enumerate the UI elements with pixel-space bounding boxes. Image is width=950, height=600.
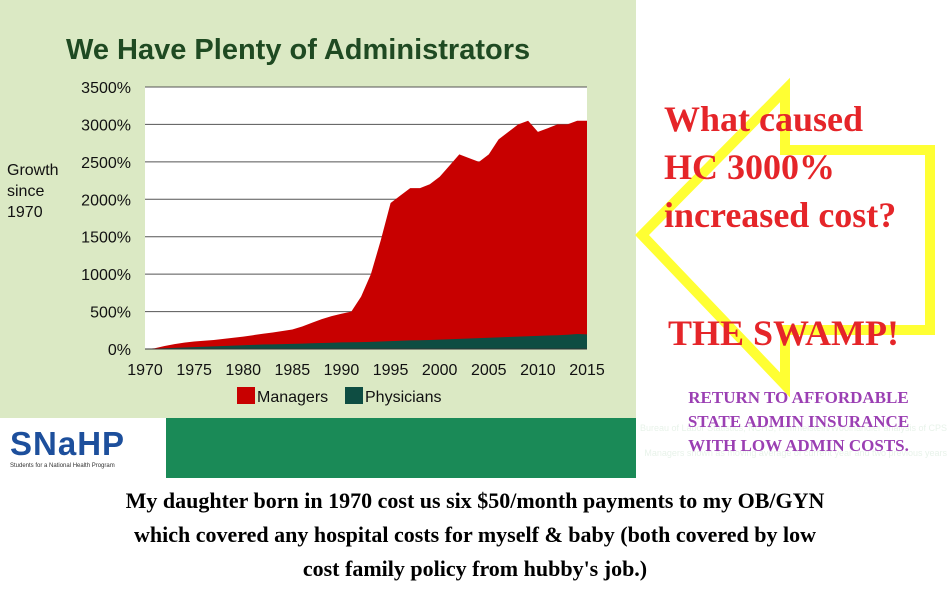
x-tick-label: 1970 <box>127 362 163 379</box>
x-tick-label: 1990 <box>324 362 360 379</box>
y-tick-label: 1000% <box>81 267 131 284</box>
physicians-area <box>145 334 587 349</box>
arrow-outline <box>635 77 935 398</box>
legend-managers-label: Managers <box>257 389 328 406</box>
x-tick-label: 2010 <box>520 362 556 379</box>
legend-physicians-swatch <box>345 387 363 404</box>
managers-area <box>145 120 587 349</box>
x-tick-label: 1995 <box>373 362 409 379</box>
x-tick-labels: 1970 1975 1980 1985 1990 1995 2000 2005 2010 2015 <box>127 362 605 379</box>
logo-box <box>0 418 166 478</box>
legend-managers-swatch <box>237 387 255 404</box>
y-tick-label: 0% <box>108 342 131 359</box>
x-tick-label: 1980 <box>225 362 261 379</box>
x-tick-label: 2005 <box>471 362 507 379</box>
story-text: My daughter born in 1970 cost us six $50… <box>125 488 825 581</box>
y-tick-label: 2000% <box>81 192 131 209</box>
snahp-logo: SNaHP <box>10 425 126 462</box>
y-tick-label: 1500% <box>81 230 131 247</box>
x-tick-label: 1975 <box>176 362 212 379</box>
x-tick-label: 2015 <box>569 362 605 379</box>
y-tick-label: 2500% <box>81 155 131 172</box>
source-note: Managers shown as moving average of curr… <box>644 448 947 458</box>
legend-physicians-label: Physicians <box>365 389 441 406</box>
y-tick-label: 3000% <box>81 117 131 134</box>
answer-text: THE SWAMP! <box>668 313 900 353</box>
y-tick-label: 3500% <box>81 80 131 97</box>
x-tick-label: 2000 <box>422 362 458 379</box>
chart-title: We Have Plenty of Administrators <box>66 34 531 66</box>
x-tick-label: 1985 <box>275 362 311 379</box>
area-chart: 0% 500% 1000% 1500% 2000% 2500% 3000% 3500% 197… <box>81 80 605 406</box>
y-tick-label: 500% <box>90 305 131 322</box>
logo-tagline: Students for a National Health Program <box>10 463 115 469</box>
y-tick-labels: 0% 500% 1000% 1500% 2000% 2500% 3000% 3500% <box>81 80 131 359</box>
y-axis-label: Growth since 1970 <box>7 162 59 221</box>
question-text: What caused HC 3000% increased cost? <box>664 99 897 235</box>
source-citation: Bureau of Labor Statistics; NCHS; Himmel… <box>640 423 947 433</box>
legend: Managers Physicians <box>237 387 441 406</box>
call-to-action-text: RETURN TO AFFORDABLE STATE ADMIN INSURAN… <box>687 388 910 455</box>
